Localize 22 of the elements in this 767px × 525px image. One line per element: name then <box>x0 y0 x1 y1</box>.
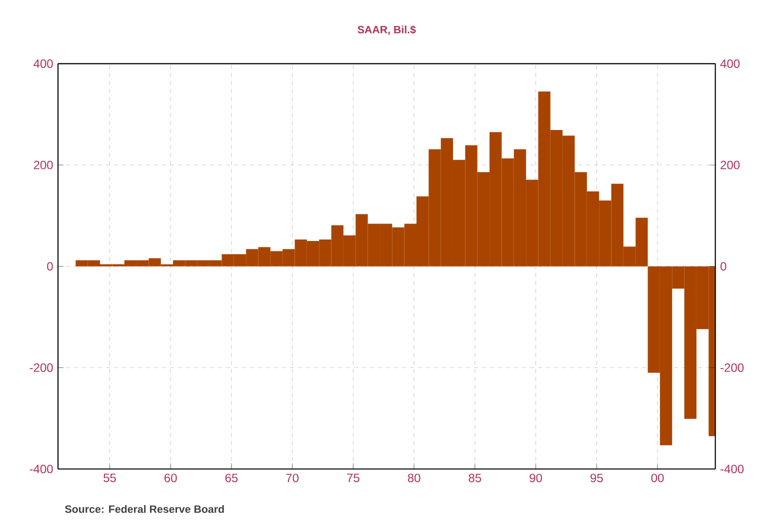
x-tick-label: 60 <box>164 474 177 482</box>
x-tick-label: 55 <box>104 474 116 482</box>
y-tick-label: 200 <box>34 160 53 170</box>
y-tick-label: -400 <box>30 464 53 474</box>
y2-tick-label: 200 <box>720 160 740 170</box>
x-tick-label: 75 <box>347 474 360 482</box>
x-tick-label: 85 <box>468 474 482 482</box>
y-tick-label: -200 <box>30 363 53 372</box>
x-tick-label: 95 <box>590 474 603 482</box>
x-tick-label: 90 <box>530 474 542 482</box>
y-tick-label: 400 <box>34 59 53 68</box>
source-note: Source: Federal Reserve Board <box>65 505 224 513</box>
y2-tick-label: -400 <box>720 464 744 474</box>
y2-tick-label: 400 <box>720 59 740 68</box>
y2-tick-label: 0 <box>720 262 726 271</box>
chart-title: SAAR, Bil.$ <box>358 25 416 35</box>
y2-tick-label: -200 <box>720 363 744 372</box>
x-tick-label: 70 <box>286 474 299 482</box>
x-tick-label: 00 <box>651 474 664 482</box>
y-tick-label: 0 <box>47 262 53 271</box>
x-tick-label: 65 <box>225 474 238 482</box>
x-tick-label: 80 <box>408 474 420 482</box>
